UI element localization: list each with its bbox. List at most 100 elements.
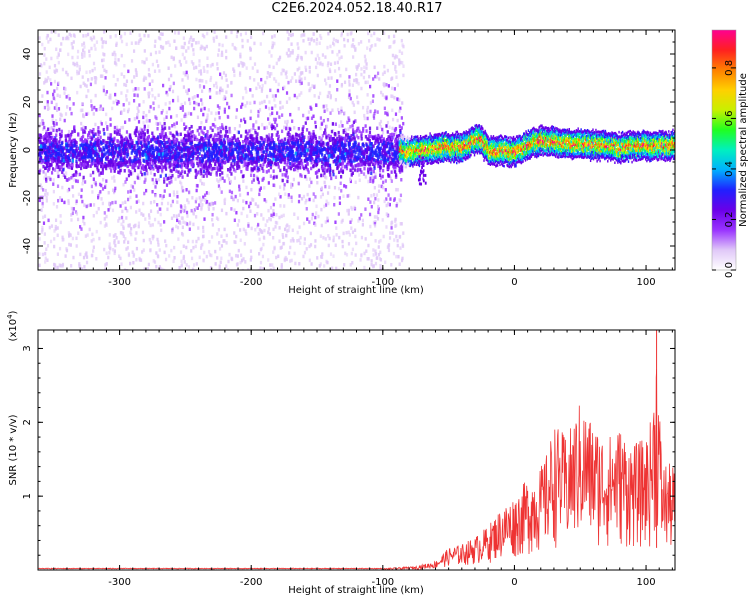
spectrogram-band-cell <box>222 153 225 157</box>
spectrogram-speckle <box>298 66 301 71</box>
spectrogram-speckle <box>143 75 146 80</box>
spectrogram-speckle <box>393 268 396 270</box>
spectrogram-speckle <box>291 237 294 241</box>
spectrogram-band-cell <box>369 167 372 171</box>
spectrogram-speckle <box>53 79 57 84</box>
spectrogram-speckle <box>193 106 196 111</box>
spectrogram-speckle <box>274 120 277 124</box>
spectrogram-speckle <box>319 91 322 96</box>
spectrogram-speckle <box>203 47 206 51</box>
spectrogram-band-cell <box>361 157 364 161</box>
spectrogram-speckle <box>259 42 262 46</box>
spectrogram-band-cell <box>385 158 388 163</box>
spectrogram-band-cell <box>97 126 100 130</box>
spectrogram-speckle <box>58 196 62 200</box>
spectrogram-speckle <box>94 47 97 51</box>
spectrogram-speckle <box>221 88 224 93</box>
spectrogram-band-cell <box>360 134 363 138</box>
spectrogram-speckle <box>310 262 313 266</box>
spectrogram-speckle <box>127 107 130 112</box>
spectrogram-band-cell <box>62 153 65 157</box>
spectrogram-band-cell <box>196 161 199 166</box>
spectrogram-speckle <box>225 49 228 54</box>
spectrogram-speckle <box>151 223 154 227</box>
spectrogram-band-cell <box>147 145 150 149</box>
spectrogram-speckle <box>55 205 59 209</box>
spectrogram-band-cell <box>164 173 168 178</box>
spectrogram-band-cell <box>331 122 334 126</box>
spectrogram-speckle <box>208 240 211 244</box>
spectrogram-speckle <box>99 104 102 109</box>
spectrogram-band-cell <box>258 146 261 151</box>
spectrogram-speckle <box>346 38 350 43</box>
spectrogram-speckle <box>102 85 105 89</box>
spectrogram-band-cell <box>52 159 55 164</box>
spectrogram-band-cell <box>115 144 118 148</box>
spectrogram-speckle <box>120 91 123 95</box>
spectrogram-speckle <box>396 187 400 192</box>
spectrogram-speckle <box>152 259 155 263</box>
spectrogram-speckle <box>144 217 147 221</box>
spectrogram-band-cell <box>337 130 340 135</box>
spectrogram-speckle <box>326 260 329 265</box>
spectrogram-speckle <box>272 65 275 70</box>
spectrogram-speckle <box>200 108 203 112</box>
spectrogram-band-cell <box>70 139 74 144</box>
spectrogram-speckle <box>377 184 381 188</box>
spectrogram-speckle <box>82 177 85 182</box>
spectrogram-speckle <box>210 170 214 174</box>
spectrogram-speckle <box>269 217 272 222</box>
spectrogram-band-cell <box>145 144 148 148</box>
spectrogram-speckle <box>326 216 329 221</box>
spectrogram-speckle <box>133 188 136 192</box>
spectrogram-speckle <box>101 64 105 69</box>
spectrogram-speckle <box>258 188 261 192</box>
spectrogram-speckle <box>369 44 372 49</box>
spectrogram-speckle <box>387 35 391 39</box>
spectrogram-speckle <box>312 114 315 119</box>
spectrogram-speckle <box>126 246 129 250</box>
spectrogram-speckle <box>91 253 94 258</box>
spectrogram-band-cell <box>297 143 301 148</box>
spectrogram-speckle <box>302 39 305 43</box>
spectrogram-speckle <box>174 64 177 68</box>
spectrogram-speckle <box>124 180 127 184</box>
spectrogram-speckle <box>334 175 338 179</box>
spectrogram-band-cell <box>349 168 352 172</box>
spectrogram-band-cell <box>180 148 184 152</box>
spectrogram-speckle <box>84 180 87 184</box>
spectrogram-speckle <box>158 248 161 252</box>
spectrogram-band-cell <box>55 141 58 145</box>
spectrogram-band-cell <box>231 149 234 154</box>
spectrogram-speckle <box>371 99 375 104</box>
spectrogram-speckle <box>72 61 75 66</box>
spectrogram-speckle <box>343 111 346 115</box>
spectrogram-speckle <box>395 144 398 148</box>
spectrogram-band-cell <box>208 160 212 164</box>
spectrogram-speckle <box>202 229 205 234</box>
spectrogram-band-cell <box>209 154 212 159</box>
spectrogram-speckle <box>107 132 110 137</box>
spectrogram-speckle <box>147 124 150 129</box>
spectrogram-speckle <box>38 198 41 203</box>
spectrogram-speckle <box>164 102 167 106</box>
spectrogram-speckle <box>359 258 362 262</box>
spectrogram-band-cell <box>332 169 335 174</box>
spectrogram-speckle <box>192 38 195 42</box>
spectrogram-speckle <box>282 68 285 73</box>
spectrogram-speckle <box>278 239 281 243</box>
spectrogram-band-cell <box>228 169 232 174</box>
spectrogram-band-cell <box>89 140 92 145</box>
spectrogram-speckle <box>282 241 286 246</box>
spectrogram-band-cell <box>182 139 185 143</box>
spectrogram-speckle <box>330 76 333 80</box>
spectrogram-speckle <box>377 207 380 211</box>
spectrogram-speckle <box>156 203 159 207</box>
spectrogram-band-cell <box>351 171 355 176</box>
spectrogram-band-cell <box>119 140 122 145</box>
spectrogram-speckle <box>208 89 211 93</box>
spectrogram-speckle <box>260 228 263 233</box>
spectrogram-speckle <box>250 127 253 132</box>
spectrogram-speckle <box>274 225 277 229</box>
spectrogram-speckle <box>391 108 394 113</box>
